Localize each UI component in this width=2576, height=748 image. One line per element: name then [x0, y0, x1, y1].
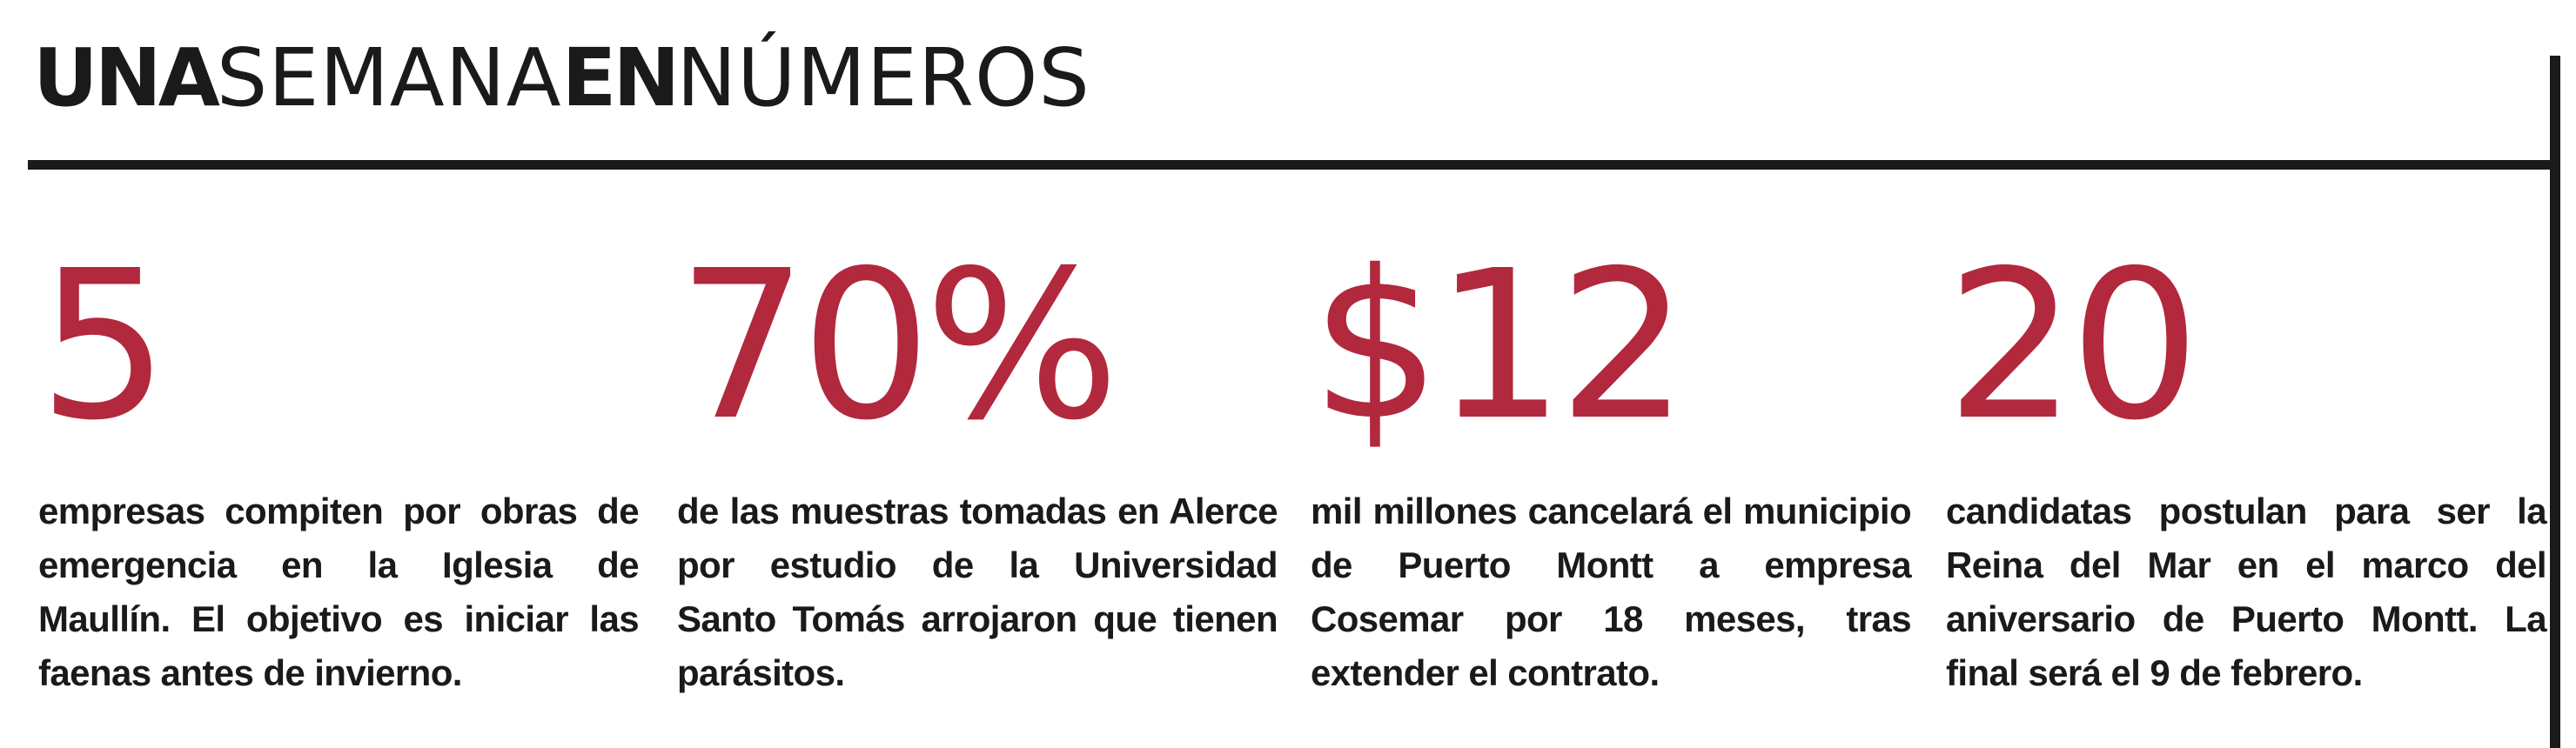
headline-rule — [28, 160, 2560, 170]
item-description: mil millones cancelará el municipio de P… — [1311, 491, 1912, 693]
item-figure: 70% — [677, 226, 1120, 465]
number-item: $12 mil millones cancelará el municipio … — [1311, 226, 1912, 700]
item-figure: 20 — [1946, 226, 2200, 465]
number-item: 70% de las muestras tomadas en Alerce po… — [677, 244, 1278, 700]
headline-part-numeros: NÚMEROS — [676, 31, 1090, 124]
item-description: de las muestras tomadas en Alerce por es… — [677, 491, 1278, 693]
item-figure: 5 — [38, 226, 169, 465]
section-headline: UNASEMANAENNÚMEROS — [33, 38, 1090, 118]
side-rule — [2550, 56, 2560, 748]
item-description: empresas compiten por obras de emergenci… — [38, 491, 640, 693]
headline-part-semana: SEMANA — [216, 31, 562, 124]
headline-part-en: EN — [561, 31, 681, 124]
number-item: 20 candidatas postulan para ser la Reina… — [1946, 226, 2547, 700]
item-description: candidatas postulan para ser la Reina de… — [1946, 491, 2547, 693]
number-item: 5 empresas compiten por obras de emergen… — [38, 226, 640, 700]
item-figure: $12 — [1311, 226, 1688, 465]
headline-part-una: UNA — [33, 31, 220, 124]
